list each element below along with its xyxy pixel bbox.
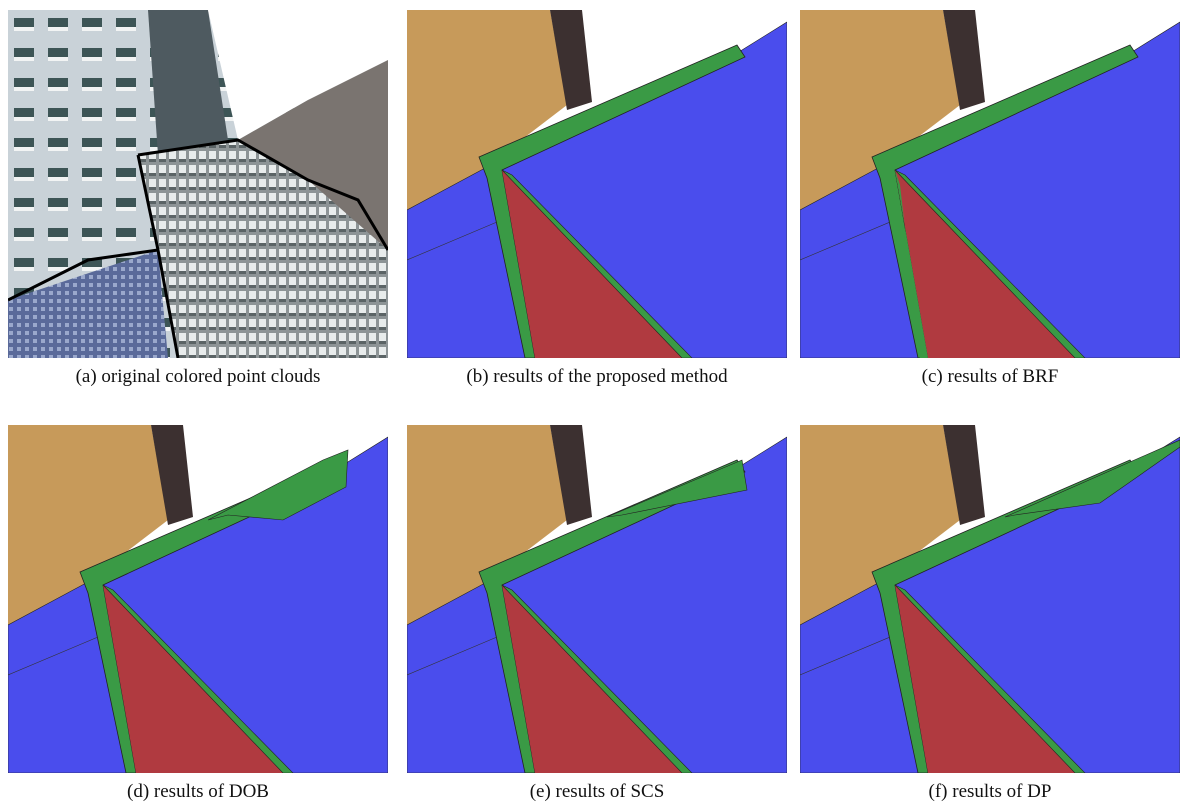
caption: (a) original colored point clouds <box>8 366 388 388</box>
result-panel <box>407 425 787 773</box>
panel: (f) results of DP <box>800 425 1180 803</box>
figure: (a) original colored point clouds (b) re… <box>0 0 1183 807</box>
result-panel <box>800 10 1180 358</box>
panel: (c) results of BRF <box>800 10 1180 388</box>
panel: (d) results of DOB <box>8 425 388 803</box>
photo-panel <box>8 10 388 358</box>
caption: (e) results of SCS <box>407 781 787 803</box>
caption: (b) results of the proposed method <box>407 366 787 388</box>
panel: (e) results of SCS <box>407 425 787 803</box>
result-panel <box>407 10 787 358</box>
result-panel <box>8 425 388 773</box>
panel: (a) original colored point clouds <box>8 10 388 388</box>
caption: (c) results of BRF <box>800 366 1180 388</box>
caption: (d) results of DOB <box>8 781 388 803</box>
result-panel <box>800 425 1180 773</box>
panel: (b) results of the proposed method <box>407 10 787 388</box>
caption: (f) results of DP <box>800 781 1180 803</box>
